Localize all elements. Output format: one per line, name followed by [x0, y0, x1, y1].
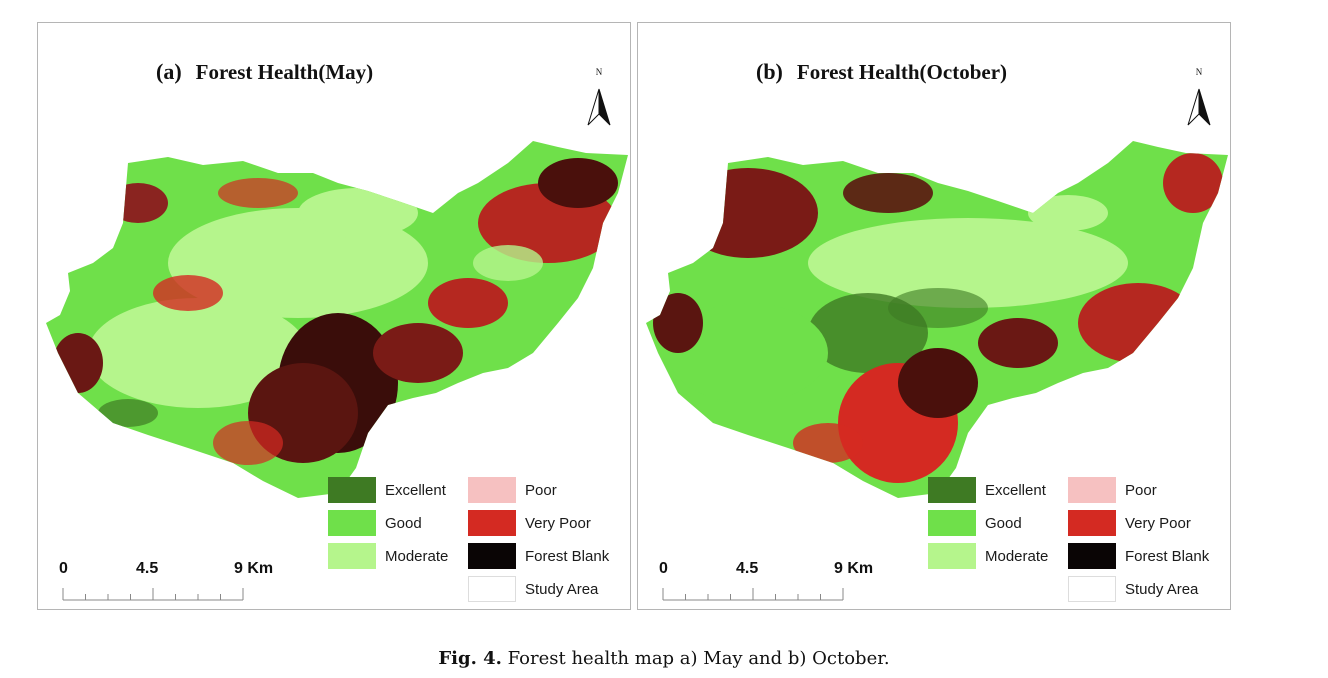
scale-label-0: 0	[659, 560, 668, 577]
forest-health-map-october	[646, 141, 1228, 498]
scale-label-mid: 4.5	[736, 560, 759, 577]
legend-label: Excellent	[385, 481, 446, 499]
legend-swatch	[928, 510, 976, 536]
legend-swatch	[468, 477, 516, 503]
legend-item-good: Good	[928, 509, 1022, 537]
legend-item-study-area: Study Area	[1068, 575, 1198, 603]
scale-label-end: 9 Km	[834, 560, 874, 577]
north-arrow-icon	[1187, 88, 1211, 126]
legend-item-forest-blank: Forest Blank	[1068, 542, 1209, 570]
legend-item-good: Good	[328, 509, 422, 537]
north-arrow: N	[1184, 67, 1214, 129]
legend-label: Forest Blank	[1125, 547, 1210, 565]
scale-ticks	[662, 588, 844, 601]
legend-swatch	[328, 543, 376, 569]
legend-label: Study Area	[525, 580, 599, 598]
forest-health-map-may	[46, 141, 628, 498]
legend-label: Good	[385, 514, 422, 532]
legend-label: Study Area	[1125, 580, 1199, 598]
map-panel-october: (b) Forest Health(October) N Excellent Go…	[637, 22, 1231, 610]
legend-swatch	[1068, 543, 1116, 569]
legend-swatch	[928, 543, 976, 569]
legend-item-forest-blank: Forest Blank	[468, 542, 609, 570]
scale-ticks	[62, 588, 244, 601]
legend-item-poor: Poor	[468, 476, 557, 504]
panel-title: (b) Forest Health(October)	[756, 59, 1007, 85]
scale-label-end: 9 Km	[234, 560, 274, 577]
scale-bar: 0 4.5 9 Km	[656, 560, 886, 605]
legend-swatch	[928, 477, 976, 503]
scale-bar: 0 4.5 9 Km	[56, 560, 286, 605]
north-label: N	[1195, 67, 1203, 77]
panel-title-text: Forest Health(May)	[195, 60, 374, 84]
legend-label: Very Poor	[1125, 514, 1191, 532]
north-label: N	[595, 67, 603, 77]
figure-caption: Fig. 4. Forest health map a) May and b) …	[0, 648, 1328, 669]
legend-swatch	[1068, 576, 1116, 602]
legend-swatch	[328, 477, 376, 503]
legend-swatch	[468, 543, 516, 569]
scale-label-0: 0	[59, 560, 68, 577]
legend-item-very-poor: Very Poor	[1068, 509, 1191, 537]
legend-label: Excellent	[985, 481, 1046, 499]
legend-item-moderate: Moderate	[928, 542, 1048, 570]
caption-text: Forest health map a) May and b) October.	[507, 648, 890, 669]
legend-label: Very Poor	[525, 514, 591, 532]
legend-swatch	[1068, 477, 1116, 503]
legend-item-excellent: Excellent	[328, 476, 446, 504]
panel-title: (a) Forest Health(May)	[156, 59, 373, 85]
legend-label: Forest Blank	[525, 547, 610, 565]
legend-swatch	[328, 510, 376, 536]
legend-label: Good	[985, 514, 1022, 532]
legend-item-excellent: Excellent	[928, 476, 1046, 504]
legend-item-study-area: Study Area	[468, 575, 598, 603]
panel-label: (b)	[756, 59, 783, 84]
legend: Excellent Good Moderate Poor Very Poor F…	[328, 476, 628, 606]
legend-label: Poor	[525, 481, 557, 499]
legend-label: Moderate	[385, 547, 449, 565]
legend-swatch	[468, 510, 516, 536]
figure-label: Fig. 4.	[438, 648, 502, 669]
panel-label: (a)	[156, 59, 182, 84]
legend-label: Moderate	[985, 547, 1049, 565]
legend: Excellent Good Moderate Poor Very Poor F…	[928, 476, 1228, 606]
legend-label: Poor	[1125, 481, 1157, 499]
scale-label-mid: 4.5	[136, 560, 159, 577]
north-arrow-icon	[587, 88, 611, 126]
panel-title-text: Forest Health(October)	[796, 60, 1008, 84]
legend-item-very-poor: Very Poor	[468, 509, 591, 537]
legend-swatch	[468, 576, 516, 602]
map-panel-may: (a) Forest Health(May) N Excellent Good M…	[37, 22, 631, 610]
north-arrow: N	[584, 67, 614, 129]
legend-item-poor: Poor	[1068, 476, 1157, 504]
legend-swatch	[1068, 510, 1116, 536]
legend-item-moderate: Moderate	[328, 542, 448, 570]
